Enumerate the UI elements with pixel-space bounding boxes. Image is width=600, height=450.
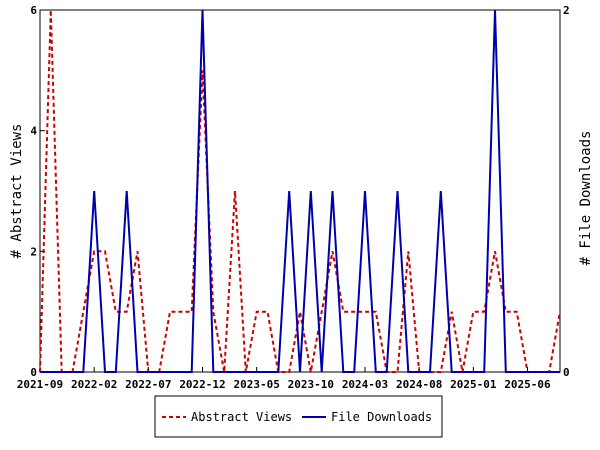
x-tick-label: 2022-12 bbox=[179, 378, 225, 391]
right-tick-label: 2 bbox=[563, 4, 570, 17]
series-line-abstract-views bbox=[39, 9, 561, 373]
x-tick-label: 2024-03 bbox=[342, 378, 388, 391]
x-tick-label: 2023-10 bbox=[288, 378, 334, 391]
series-layer bbox=[39, 9, 561, 373]
series-line-file-downloads bbox=[40, 9, 560, 373]
plot-area bbox=[39, 9, 561, 373]
x-tick-label: 2022-02 bbox=[71, 378, 117, 391]
x-axis-ticks: 2021-09 2022-02 2022-07 2022-12 2023-05 2023-… bbox=[17, 367, 551, 391]
x-tick-label: 2024-08 bbox=[396, 378, 442, 391]
x-tick-label: 2022-07 bbox=[125, 378, 171, 391]
legend-label-file-downloads: File Downloads bbox=[331, 410, 432, 424]
x-tick-label: 2025-01 bbox=[450, 378, 497, 391]
left-tick-label: 0 bbox=[30, 366, 37, 379]
left-tick-label: 4 bbox=[30, 125, 37, 138]
legend-box bbox=[154, 395, 443, 438]
legend-label-abstract-views: Abstract Views bbox=[191, 410, 292, 424]
right-axis-title: # File Downloads bbox=[578, 131, 594, 266]
legend: Abstract Views File Downloads bbox=[154, 395, 443, 438]
x-tick-label: 2021-09 bbox=[17, 378, 63, 391]
left-tick-label: 6 bbox=[30, 4, 37, 17]
left-tick-label: 2 bbox=[30, 245, 37, 258]
x-tick-label: 2025-06 bbox=[504, 378, 551, 391]
x-tick-label: 2023-05 bbox=[233, 378, 279, 391]
right-tick-label: 0 bbox=[563, 366, 570, 379]
left-axis-title: # Abstract Views bbox=[9, 124, 25, 259]
